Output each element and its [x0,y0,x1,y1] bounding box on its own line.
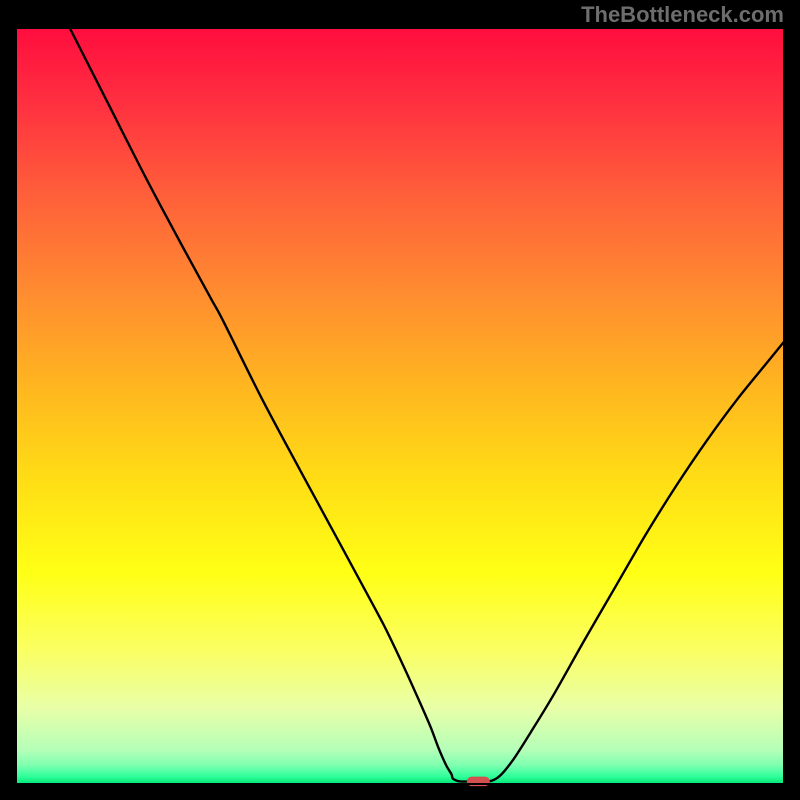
chart-container: TheBottleneck.com [0,0,800,800]
watermark-text: TheBottleneck.com [581,2,784,27]
chart-svg: TheBottleneck.com [0,0,800,800]
plot-background [16,28,784,784]
